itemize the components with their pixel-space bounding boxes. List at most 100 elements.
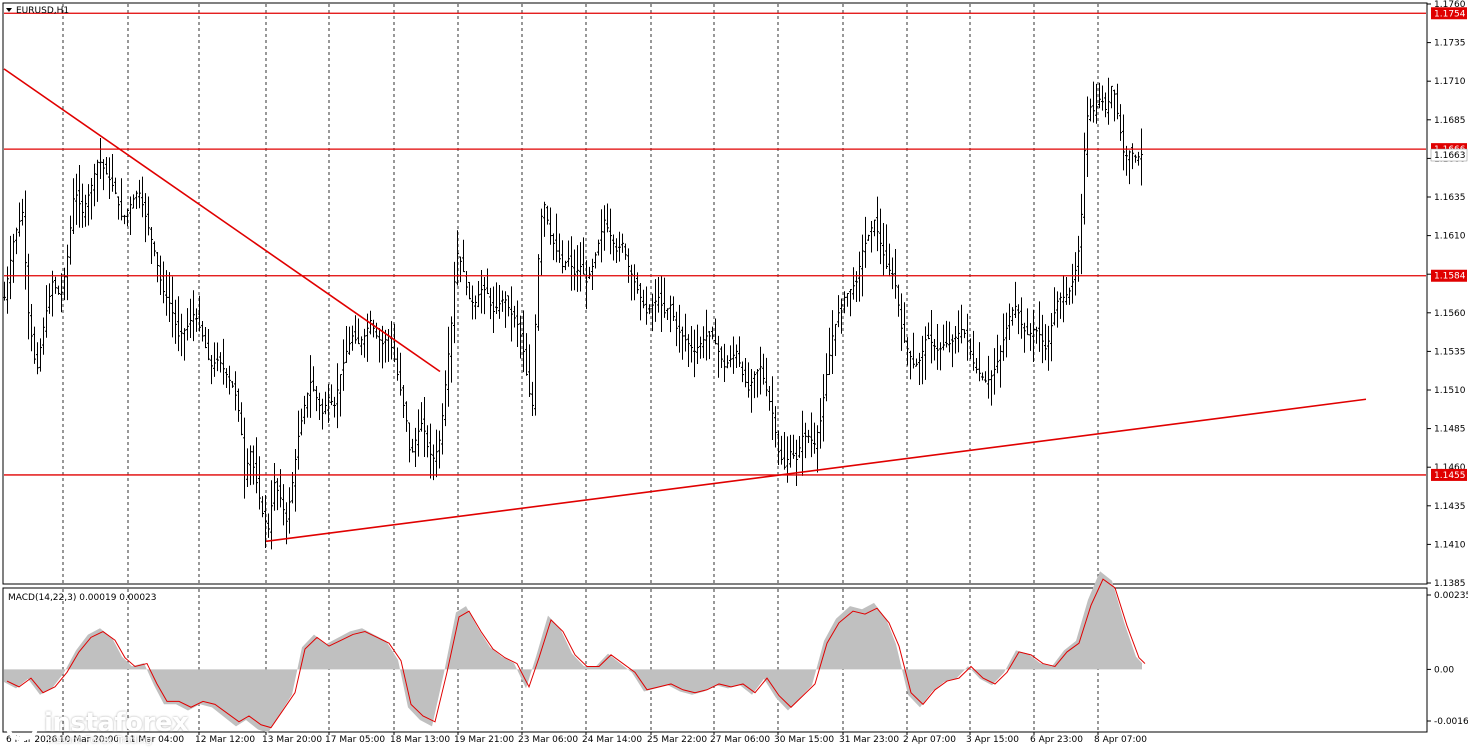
candle bbox=[579, 242, 582, 292]
candle bbox=[753, 371, 756, 399]
price-tick-label: 1.1560 bbox=[1434, 309, 1466, 319]
candle bbox=[1086, 96, 1089, 177]
candle bbox=[27, 253, 30, 340]
candle bbox=[18, 202, 21, 237]
candle bbox=[1137, 151, 1140, 166]
candle bbox=[582, 237, 585, 275]
x-tick-label: 13 Mar 20:00 bbox=[262, 735, 322, 745]
candle bbox=[288, 487, 291, 534]
symbol-title: EURUSD,H1 bbox=[16, 6, 69, 16]
candle bbox=[69, 215, 72, 265]
candle bbox=[81, 183, 84, 228]
candle bbox=[756, 369, 759, 398]
candle bbox=[912, 332, 915, 369]
candle bbox=[795, 439, 798, 486]
candle bbox=[963, 329, 966, 339]
candle bbox=[393, 323, 396, 363]
candle bbox=[678, 304, 681, 353]
candle bbox=[36, 342, 39, 375]
trendline[interactable] bbox=[265, 398, 1367, 543]
candle bbox=[1020, 297, 1023, 339]
candle bbox=[1032, 309, 1035, 362]
price-tick-label: 1.1460 bbox=[1434, 463, 1466, 473]
candle bbox=[528, 344, 531, 398]
instaforex-brand-text: instaforex bbox=[44, 708, 189, 738]
candle bbox=[705, 309, 708, 361]
candle bbox=[93, 163, 96, 207]
current-price-badge bbox=[1430, 148, 1468, 162]
macd-tick-label: -0.00163 bbox=[1434, 717, 1468, 727]
candle bbox=[693, 329, 696, 378]
candle bbox=[318, 392, 321, 420]
x-tick-label: 18 Mar 13:00 bbox=[390, 735, 450, 745]
candle bbox=[300, 408, 303, 436]
candle bbox=[780, 435, 783, 465]
candle bbox=[327, 384, 330, 423]
candle bbox=[411, 438, 414, 453]
candle bbox=[357, 318, 360, 345]
candle bbox=[984, 371, 987, 383]
main-chart-frame bbox=[2, 2, 1428, 585]
candle bbox=[342, 339, 345, 391]
candle bbox=[708, 331, 711, 360]
x-tick-label: 30 Mar 15:00 bbox=[774, 735, 834, 745]
x-tick-label: 2 Apr 07:00 bbox=[903, 735, 956, 745]
candle bbox=[735, 344, 738, 369]
candle bbox=[1002, 313, 1005, 361]
candle bbox=[1065, 277, 1068, 305]
candle bbox=[450, 316, 453, 383]
candle bbox=[72, 178, 75, 234]
candle bbox=[168, 272, 171, 322]
candle bbox=[339, 374, 342, 417]
price-tick-label: 1.1535 bbox=[1434, 347, 1466, 357]
candle bbox=[906, 337, 909, 366]
candle bbox=[195, 308, 198, 332]
candle bbox=[1134, 154, 1137, 163]
candle bbox=[138, 179, 141, 209]
candle bbox=[60, 273, 63, 313]
candle bbox=[381, 325, 384, 369]
candle bbox=[798, 435, 801, 458]
candle bbox=[309, 355, 312, 418]
candle bbox=[186, 308, 189, 341]
candle bbox=[870, 221, 873, 253]
macd-axis-ticks: 0.00235 0.00 -0.00163 bbox=[1427, 591, 1468, 727]
level-label: 1.1455 bbox=[1434, 471, 1466, 481]
candle bbox=[399, 352, 402, 396]
candle bbox=[546, 205, 549, 225]
candle bbox=[147, 196, 150, 236]
symbol-dropdown-icon[interactable] bbox=[6, 8, 12, 12]
candle bbox=[219, 352, 222, 373]
candle bbox=[504, 291, 507, 328]
candle bbox=[990, 370, 993, 406]
candle bbox=[312, 366, 315, 392]
candle bbox=[429, 423, 432, 479]
x-tick-label: 12 Mar 12:00 bbox=[195, 735, 255, 745]
candle bbox=[1080, 193, 1083, 275]
candle bbox=[351, 325, 354, 351]
trendline[interactable] bbox=[3, 68, 441, 373]
candle bbox=[537, 254, 540, 331]
candle bbox=[252, 445, 255, 485]
candle bbox=[78, 164, 81, 228]
candle bbox=[789, 434, 792, 468]
x-axis-ticks: 6 Mar 2026 10 Mar 20:00 11 Mar 04:00 12 Mar… bbox=[6, 732, 1147, 745]
candle bbox=[777, 430, 780, 466]
x-tick-label: 31 Mar 23:00 bbox=[839, 735, 899, 745]
instaforex-watermark: instaforex Instant Forex Trading bbox=[4, 706, 189, 750]
candle bbox=[291, 471, 294, 504]
candle bbox=[519, 315, 522, 359]
candle bbox=[510, 286, 513, 342]
candle bbox=[1089, 98, 1092, 122]
candle bbox=[474, 295, 477, 320]
candle bbox=[897, 284, 900, 317]
candle bbox=[471, 285, 474, 320]
candle bbox=[525, 333, 528, 376]
candle bbox=[876, 196, 879, 252]
candle bbox=[423, 396, 426, 458]
candle bbox=[3, 281, 6, 301]
candle bbox=[822, 374, 825, 442]
candle bbox=[567, 240, 570, 267]
candle bbox=[1074, 252, 1077, 296]
candle bbox=[1014, 281, 1017, 318]
